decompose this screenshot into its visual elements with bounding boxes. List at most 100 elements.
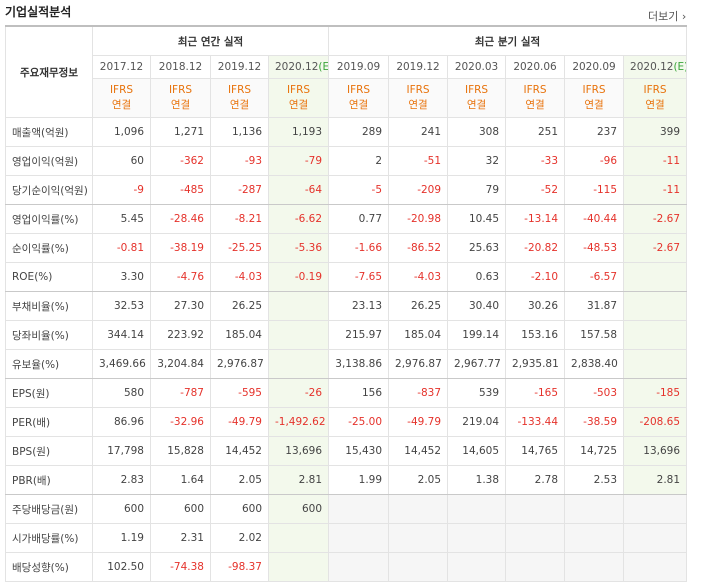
value-cell: -11 xyxy=(623,175,688,205)
basis-header: IFRS 연결 xyxy=(564,78,625,118)
corner-header: 주요재무정보 xyxy=(5,25,93,118)
value-cell: 2.81 xyxy=(267,465,330,495)
basis-header: IFRS 연결 xyxy=(388,78,449,118)
empty-cell xyxy=(564,552,625,582)
row-label: BPS(원) xyxy=(5,436,93,466)
value-cell: 2.02 xyxy=(210,523,269,553)
estimate-mark: (E) xyxy=(318,61,329,73)
value-cell: 156 xyxy=(328,378,390,408)
basis: IFRS xyxy=(523,84,547,96)
value-cell: -0.81 xyxy=(92,233,151,263)
empty-cell xyxy=(623,523,688,553)
value-cell: 14,605 xyxy=(447,436,507,466)
value-cell: 185.04 xyxy=(210,320,269,350)
period-header: 2019.12 xyxy=(388,55,449,79)
value-cell: -165 xyxy=(505,378,566,408)
basis: IFRS xyxy=(346,84,371,96)
scope: 연결 xyxy=(525,99,545,111)
value-cell: -4.76 xyxy=(150,262,211,292)
value-cell: 13,696 xyxy=(267,436,330,466)
scope: 연결 xyxy=(408,99,428,111)
value-cell: 600 xyxy=(92,494,151,524)
value-cell: 2.83 xyxy=(92,465,151,495)
value-cell: -33 xyxy=(505,146,566,176)
value-cell: 79 xyxy=(447,175,507,205)
row-label: 유보율(%) xyxy=(5,349,93,379)
value-cell: -13.14 xyxy=(505,204,566,234)
value-cell: 580 xyxy=(92,378,151,408)
data-row: ROE(%) 3.30 -4.76 -4.03 -0.19 -7.65 -4.03 0.63-… xyxy=(5,262,688,292)
period-header: 2019.12 xyxy=(210,55,269,79)
value-cell: 344.14 xyxy=(92,320,151,350)
group-header: 최근 연간 실적 xyxy=(91,25,330,56)
value-cell: 30.40 xyxy=(447,291,507,321)
empty-cell xyxy=(328,523,390,553)
basis: IFRS xyxy=(286,84,311,96)
data-row: 영업이익률(%) 5.45 -28.46 -8.21 -6.62 0.77 -20.98 10… xyxy=(5,204,688,234)
empty-cell xyxy=(564,494,625,524)
value-cell: 31.87 xyxy=(564,291,625,321)
empty-cell xyxy=(505,494,566,524)
value-cell: 2.78 xyxy=(505,465,566,495)
value-cell: -51 xyxy=(388,146,449,176)
value-cell: -79 xyxy=(267,146,330,176)
row-label: 부채비율(%) xyxy=(5,291,93,321)
data-row: 유보율(%) 3,469.66 3,204.84 2,976.87 3,138.86 2,… xyxy=(5,349,688,379)
value-cell: -185 xyxy=(623,378,688,408)
period-header: 2018.12 xyxy=(150,55,211,79)
row-label: 영업이익률(%) xyxy=(5,204,93,234)
value-cell: 600 xyxy=(210,494,269,524)
period: 2020.12 xyxy=(630,61,674,73)
value-cell: 1,271 xyxy=(150,117,211,147)
scope: 연결 xyxy=(229,99,250,111)
value-cell: -2.67 xyxy=(623,233,688,263)
data-row: 영업이익(억원) 60 -362 -93 -79 2 -51 32 -33 -96 -11 xyxy=(5,146,688,176)
basis-header: IFRS 연결 xyxy=(267,78,330,118)
value-cell: 2.31 xyxy=(150,523,211,553)
value-cell: 199.14 xyxy=(447,320,507,350)
finance-table: 주요재무정보 최근 연간 실적 최근 분기 실적 2017.12 2018.12 2019… xyxy=(5,25,688,582)
value-cell: 185.04 xyxy=(388,320,449,350)
value-cell: 86.96 xyxy=(92,407,151,437)
value-cell: -837 xyxy=(388,378,449,408)
value-cell: -96 xyxy=(564,146,625,176)
value-cell: 1,096 xyxy=(92,117,151,147)
value-cell: 3.30 xyxy=(92,262,151,292)
value-cell: 600 xyxy=(267,494,330,524)
basis-header: IFRS 연결 xyxy=(210,78,269,118)
value-cell: 2,838.40 xyxy=(564,349,625,379)
basis: IFRS xyxy=(168,84,193,96)
value-cell: -26 xyxy=(267,378,330,408)
value-cell: 241 xyxy=(388,117,449,147)
value-cell: 1.99 xyxy=(328,465,390,495)
value-cell: -485 xyxy=(150,175,211,205)
more-text[interactable]: 더보기 xyxy=(648,10,679,23)
basis-header: IFRS 연결 xyxy=(150,78,211,118)
basis: IFRS xyxy=(582,84,606,96)
value-cell: -503 xyxy=(564,378,625,408)
value-cell: -8.21 xyxy=(210,204,269,234)
value-cell: 399 xyxy=(623,117,688,147)
empty-cell xyxy=(328,552,390,582)
period: 2019.12 xyxy=(396,61,440,73)
date-row: 2017.122018.122019.122020.12(E)2019.0920… xyxy=(6,55,688,79)
empty-cell xyxy=(623,552,688,582)
value-cell: 237 xyxy=(564,117,625,147)
value-cell: -7.65 xyxy=(328,262,390,292)
basis-header: IFRS 연결 xyxy=(328,78,390,118)
basis: IFRS xyxy=(227,84,252,96)
value-cell: 1,193 xyxy=(267,117,330,147)
basis-header: IFRS 연결 xyxy=(447,78,507,118)
value-cell: -6.57 xyxy=(564,262,625,292)
value-cell: 219.04 xyxy=(447,407,507,437)
value-cell: 2,935.81 xyxy=(505,349,566,379)
value-cell: 10.45 xyxy=(447,204,507,234)
more-link[interactable]: 더보기 › xyxy=(648,10,687,23)
value-cell: -32.96 xyxy=(150,407,211,437)
scope: 연결 xyxy=(170,99,191,111)
value-cell: -48.53 xyxy=(564,233,625,263)
value-cell: 2.05 xyxy=(388,465,449,495)
value-cell: -4.03 xyxy=(388,262,449,292)
empty-cell xyxy=(623,262,688,292)
